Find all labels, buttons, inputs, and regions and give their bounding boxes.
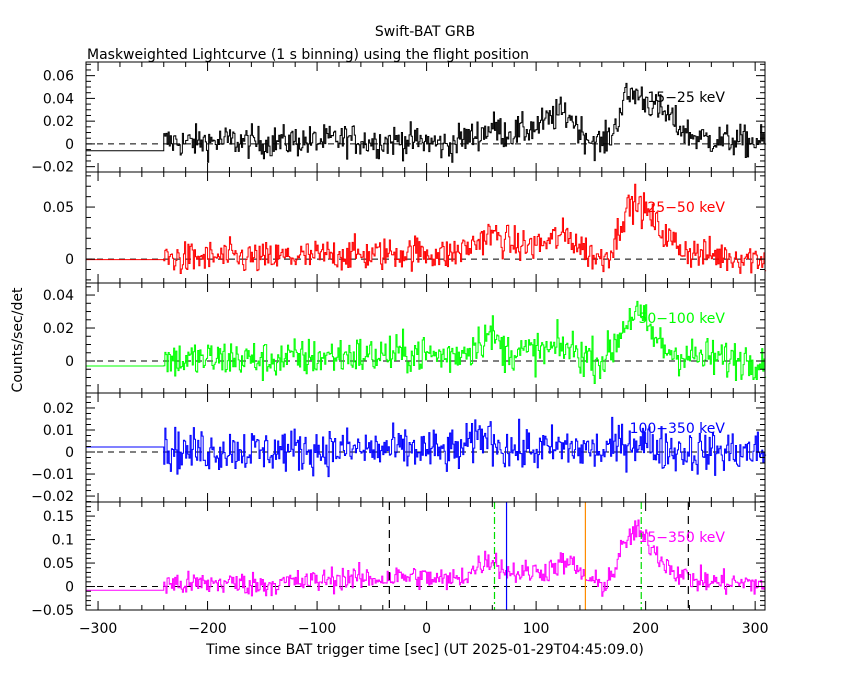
series-line	[86, 183, 767, 275]
x-tick-label: 0	[422, 621, 431, 637]
y-tick-label: 0.06	[43, 69, 74, 85]
panel-15-25-kev: −0.02 0 0.02 0.04 0.06 15−25 keV	[31, 61, 767, 176]
panel-15-350-kev: −0.05 0 0.05 0.1 0.15 15−350 keV	[31, 501, 767, 619]
x-tick-label: 100	[523, 621, 550, 637]
band-label: 15−350 keV	[638, 530, 725, 546]
y-tick-label: 0.04	[43, 288, 74, 304]
y-tick-label: 0	[65, 445, 74, 461]
y-tick-label: 0.1	[52, 533, 74, 549]
y-axis-label: Counts/sec/det	[10, 287, 26, 392]
y-tick-label: −0.02	[31, 489, 74, 505]
series-line	[86, 82, 767, 163]
x-axis-label: Time since BAT trigger time [sec] (UT 20…	[205, 642, 644, 658]
band-label: 100−350 keV	[630, 421, 726, 437]
panel-frame	[85, 501, 766, 611]
y-tick-label: 0	[65, 137, 74, 153]
y-tick-label: 0.15	[43, 509, 74, 525]
y-tick-label: 0.02	[43, 114, 74, 130]
y-tick-label: −0.01	[31, 467, 74, 483]
panel-50-100-kev: 0 0.02 0.04 50−100 keV	[43, 282, 767, 394]
panel-25-50-kev: 0 0.05 25−50 keV	[43, 171, 767, 284]
y-tick-label: −0.05	[31, 603, 74, 619]
y-tick-label: 0.02	[43, 401, 74, 417]
y-tick-label: 0.02	[43, 321, 74, 337]
x-tick-label: −200	[188, 621, 226, 637]
x-tick-label: −100	[298, 621, 336, 637]
series-line	[86, 519, 767, 597]
y-tick-label: 0	[65, 252, 74, 268]
y-tick-label: 0.05	[43, 200, 74, 216]
y-tick-label: 0.05	[43, 556, 74, 572]
y-tick-label: 0.04	[43, 91, 74, 107]
series-line	[86, 300, 767, 385]
y-tick-label: 0.01	[43, 423, 74, 439]
x-tick-label: 300	[742, 621, 769, 637]
chart-subtitle: Maskweighted Lightcurve (1 s binning) us…	[87, 47, 529, 63]
y-tick-label: 0	[65, 580, 74, 596]
x-tick-label: 200	[632, 621, 659, 637]
x-tick-label: −300	[79, 621, 117, 637]
band-label: 50−100 keV	[638, 311, 725, 327]
band-label: 25−50 keV	[647, 200, 725, 216]
y-tick-label: −0.02	[31, 160, 74, 176]
y-tick-label: 0	[65, 354, 74, 370]
band-label: 15−25 keV	[647, 90, 725, 106]
series-line	[86, 416, 767, 478]
chart-title: Swift-BAT GRB	[375, 24, 475, 40]
